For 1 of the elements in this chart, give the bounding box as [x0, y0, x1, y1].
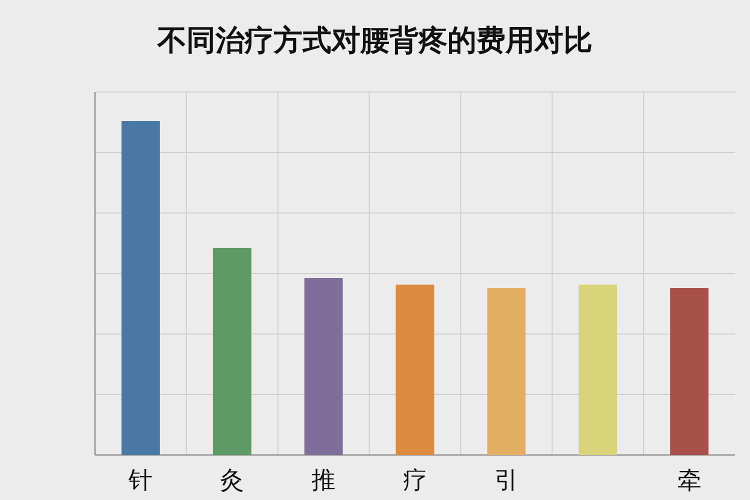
title: 不同治疗方式对腰背疼的费用对比: [158, 25, 592, 57]
